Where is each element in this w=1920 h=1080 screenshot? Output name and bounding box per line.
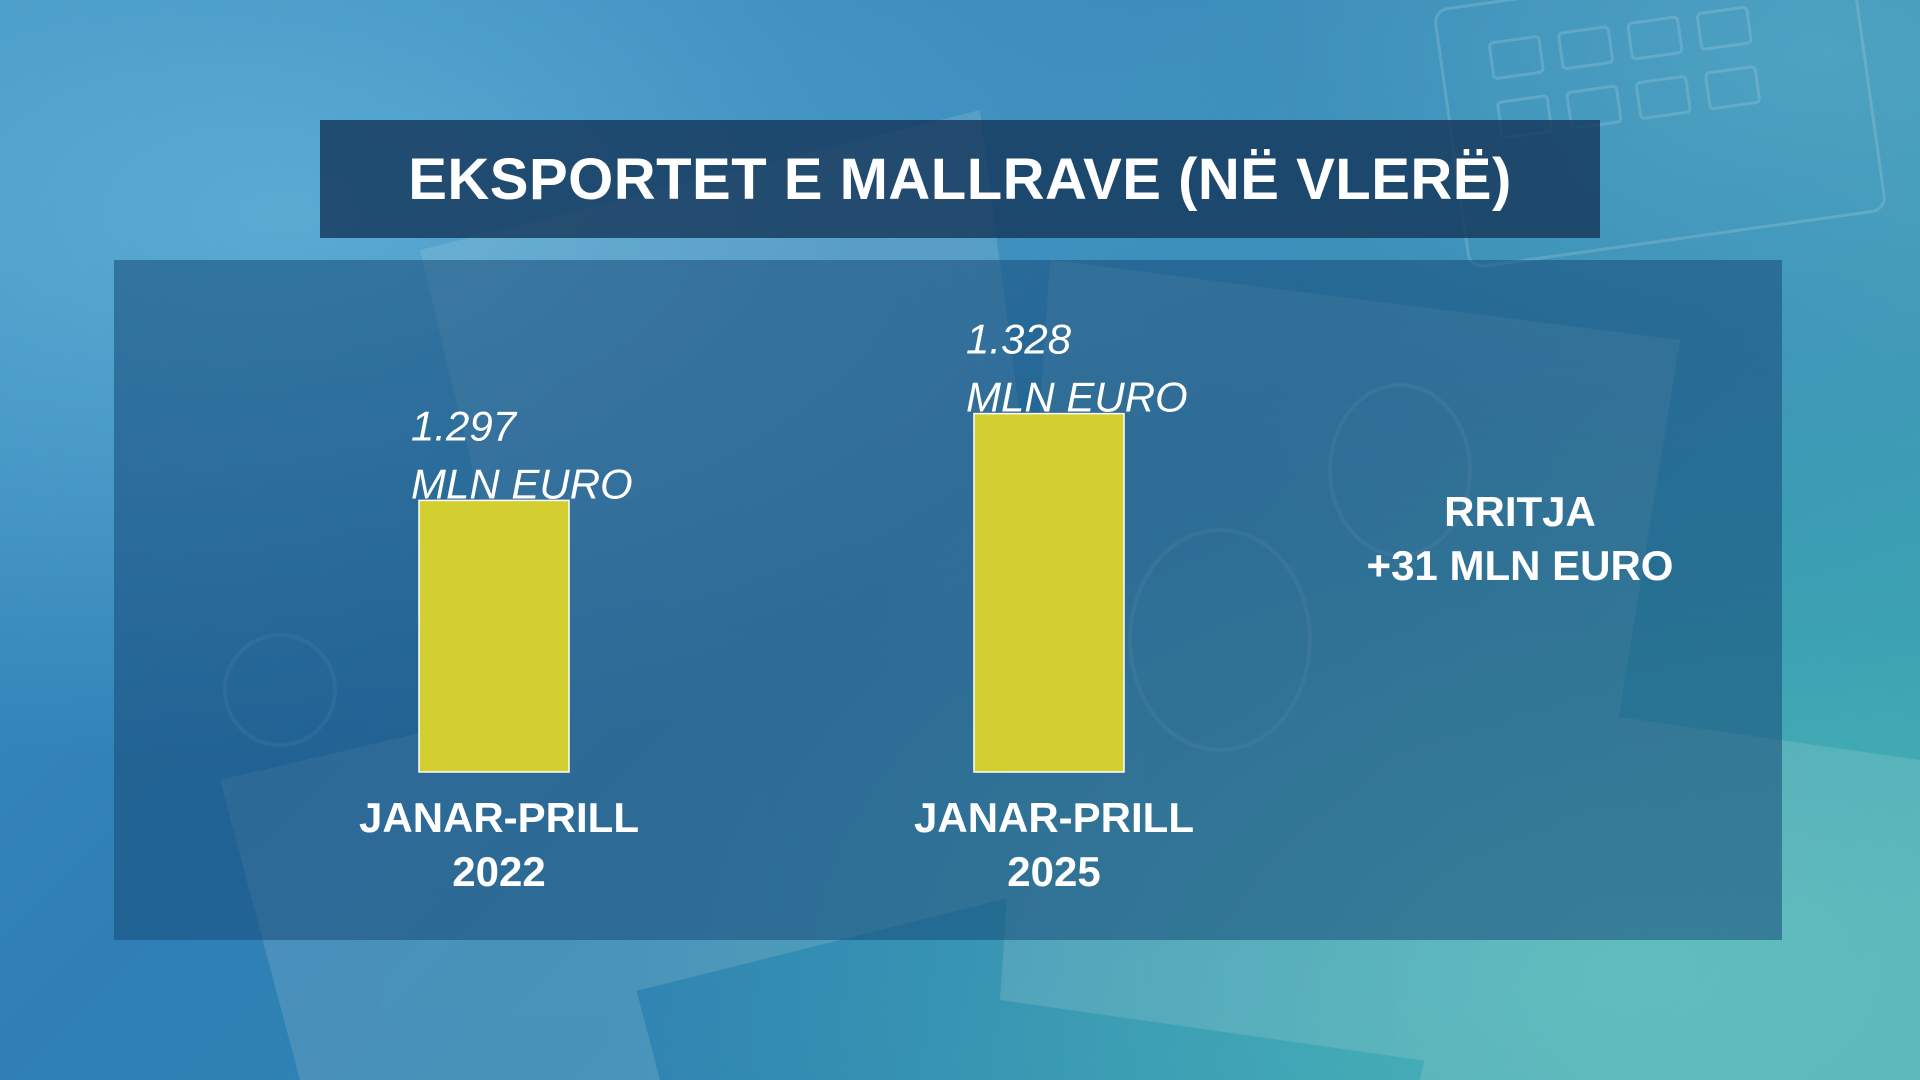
category-label-1-line-1: JANAR-PRILL [359,794,639,841]
chart-panel [114,260,1782,940]
growth-annotation: RRITJA +31 MLN EURO [1350,485,1690,593]
title-bar: EKSPORTET E MALLRAVE (NË VLERË) [320,120,1600,238]
growth-label: RRITJA [1444,488,1596,535]
chart-title: EKSPORTET E MALLRAVE (NË VLERË) [408,146,1512,212]
bar-1 [418,499,570,773]
bar-chart: 1.297 MLN EURO JANAR-PRILL 2022 1.328 MLN EUR… [359,316,1194,895]
value-label-1-line-2: MLN EURO [411,460,633,507]
value-label-2-line-1: 1.328 [966,316,1072,363]
value-label-1-line-1: 1.297 [411,402,518,449]
value-label-2-line-2: MLN EURO [966,374,1188,421]
growth-value: +31 MLN EURO [1366,542,1674,589]
category-label-2-line-1: JANAR-PRILL [914,794,1194,841]
category-label-2-line-2: 2025 [1007,848,1100,895]
category-label-1-line-2: 2022 [452,848,545,895]
bar-2 [973,412,1125,773]
